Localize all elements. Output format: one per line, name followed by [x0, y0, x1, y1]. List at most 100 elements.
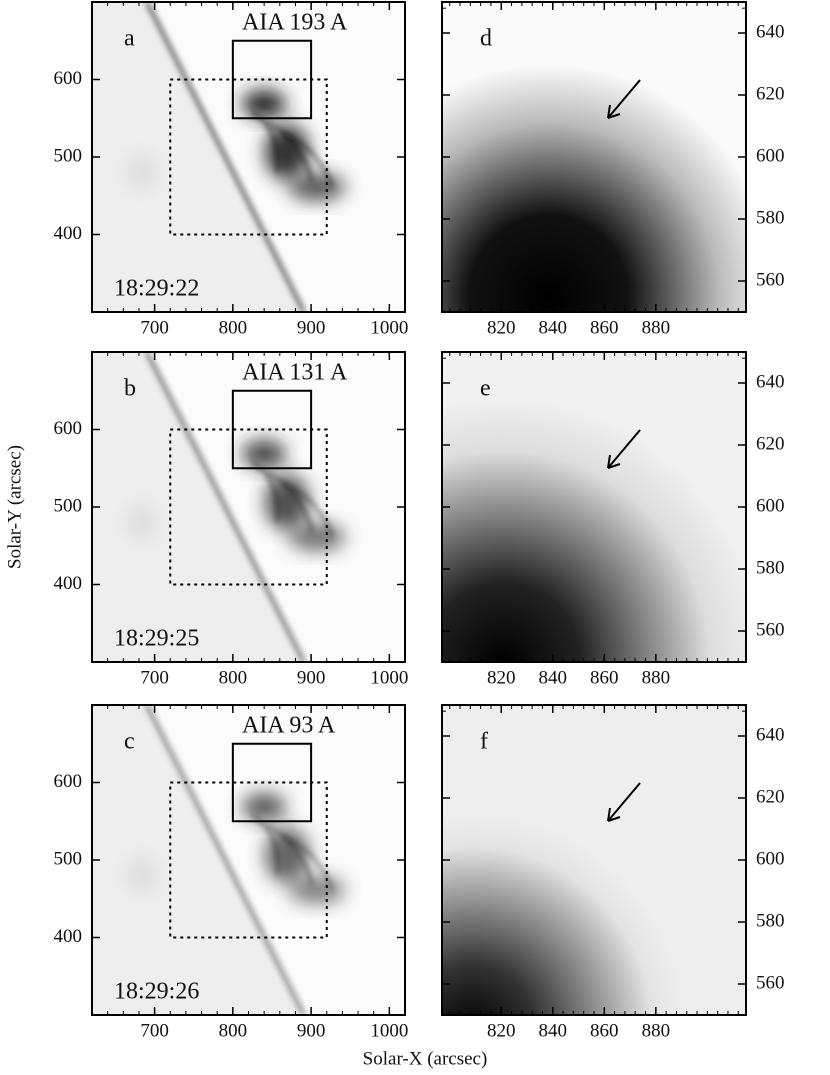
image-fill	[442, 2, 746, 312]
x-tick-label: 700	[140, 1020, 169, 1041]
panel-title: AIA 131 A	[242, 360, 348, 386]
y-tick-label: 640	[756, 724, 785, 745]
y-tick-label: 600	[54, 771, 83, 792]
x-axis-label: Solar-X (arcsec)	[363, 1048, 488, 1069]
image	[92, 352, 405, 662]
x-tick-label: 880	[642, 317, 671, 338]
x-tick-label: 900	[297, 317, 326, 338]
patch	[128, 504, 156, 540]
limb	[144, 2, 307, 312]
panel-label: d	[480, 26, 492, 52]
x-tick-label: 1000	[370, 317, 408, 338]
y-tick-label: 560	[756, 619, 785, 640]
limb	[144, 705, 307, 1015]
panel: 700 800 900 1000 400 500 600 b AIA 131 A 18:29:25	[54, 351, 408, 688]
panel: 820 840 860 880 560 580 600 620 640 f	[441, 704, 785, 1041]
blob	[289, 876, 345, 904]
y-tick-label: 620	[756, 786, 785, 807]
box-dotted	[169, 781, 328, 939]
x-tick-label: 840	[539, 667, 568, 688]
panel-label: c	[124, 729, 135, 755]
x-tick-label: 700	[140, 667, 169, 688]
y-tick-label: 580	[756, 910, 785, 931]
x-tick-label: 700	[140, 317, 169, 338]
blob	[265, 827, 309, 883]
y-tick-label: 600	[54, 68, 83, 89]
x-tick-label: 820	[487, 1020, 515, 1041]
panel: 700 800 900 1000 400 500 600 c AIA 93 A 18:29:26	[54, 704, 408, 1041]
blob	[265, 474, 309, 530]
blob	[289, 173, 345, 201]
time-label: 18:29:22	[114, 276, 199, 302]
y-tick-label: 640	[756, 21, 785, 42]
y-tick-label: 400	[54, 223, 83, 244]
blob	[289, 523, 345, 551]
patch	[128, 857, 156, 893]
x-tick-label: 1000	[370, 1020, 408, 1041]
y-tick-label: 600	[756, 848, 785, 869]
loops	[251, 111, 333, 188]
image	[442, 705, 746, 1015]
panel: 820 840 860 880 560 580 600 620 640 d	[441, 1, 785, 338]
y-tick-label: 620	[756, 433, 785, 454]
panel: 700 800 900 1000 400 500 600 a AIA 193 A 18:29:22	[54, 1, 408, 338]
x-tick-label: 800	[219, 1020, 248, 1041]
x-tick-label: 1000	[370, 667, 408, 688]
y-tick-label: 500	[54, 145, 83, 166]
x-tick-label: 800	[219, 667, 248, 688]
y-tick-label: 560	[756, 269, 785, 290]
y-tick-label: 400	[54, 926, 83, 947]
x-tick-label: 900	[297, 1020, 326, 1041]
image	[92, 2, 405, 312]
y-tick-label: 580	[756, 207, 785, 228]
x-tick-label: 880	[642, 667, 671, 688]
y-axis-label: Solar-Y (arcsec)	[4, 445, 25, 569]
loops	[251, 461, 333, 538]
panel-label: e	[480, 376, 491, 402]
blob	[242, 793, 286, 821]
panel-title: AIA 93 A	[242, 713, 336, 739]
x-tick-label: 800	[219, 317, 248, 338]
y-tick-label: 400	[54, 573, 83, 594]
x-tick-label: 840	[539, 317, 568, 338]
image-fill	[442, 352, 746, 662]
panel-label: b	[124, 376, 136, 402]
x-tick-label: 860	[590, 1020, 619, 1041]
panel-title: AIA 193 A	[242, 10, 348, 36]
blob	[242, 90, 286, 118]
y-tick-label: 580	[756, 557, 785, 578]
y-tick-label: 560	[756, 972, 785, 993]
image-fill	[442, 705, 746, 1015]
panel-label: f	[480, 729, 488, 755]
arrow	[607, 79, 641, 119]
y-tick-label: 600	[756, 495, 785, 516]
image	[442, 2, 746, 312]
x-tick-label: 880	[642, 1020, 671, 1041]
image	[442, 352, 746, 662]
x-tick-label: 860	[590, 667, 619, 688]
y-tick-label: 600	[54, 418, 83, 439]
y-tick-label: 500	[54, 848, 83, 869]
limb	[144, 352, 307, 662]
arrow	[607, 429, 641, 469]
arrow	[607, 782, 641, 822]
time-label: 18:29:26	[114, 979, 199, 1005]
x-tick-label: 820	[487, 667, 515, 688]
box-dotted	[169, 78, 328, 236]
panel: 820 840 860 880 560 580 600 620 640 e	[441, 351, 785, 688]
x-tick-label: 840	[539, 1020, 568, 1041]
blob	[242, 440, 286, 468]
blob	[265, 124, 309, 180]
y-tick-label: 620	[756, 83, 785, 104]
y-tick-label: 640	[756, 371, 785, 392]
x-tick-label: 900	[297, 667, 326, 688]
patch	[128, 154, 156, 190]
y-tick-label: 600	[756, 145, 785, 166]
panel-label: a	[124, 26, 135, 52]
y-tick-label: 500	[54, 495, 83, 516]
time-label: 18:29:25	[114, 626, 199, 652]
image	[92, 705, 405, 1015]
loops	[251, 814, 333, 891]
x-tick-label: 820	[487, 317, 515, 338]
